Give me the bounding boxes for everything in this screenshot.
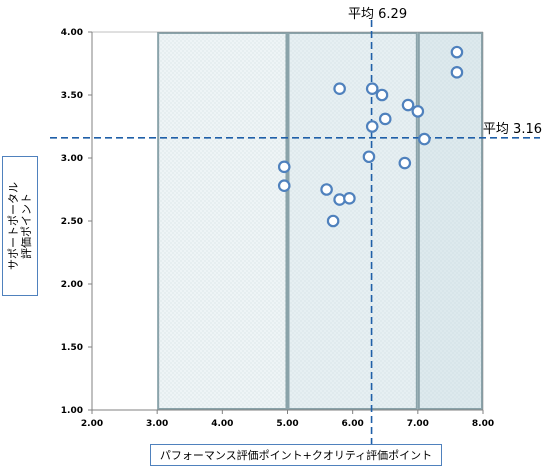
- band-texture-2: [287, 32, 418, 410]
- band-texture-3: [417, 32, 483, 410]
- y-tick-labels: 1.00 1.50 2.00 2.50 3.00 3.50 4.00: [61, 28, 92, 416]
- data-point: [375, 88, 389, 102]
- x-axis-label-box: パフォーマンス評価ポイント+クオリティ評価ポイント: [150, 444, 442, 466]
- data-point: [362, 150, 376, 164]
- shaded-bands: [157, 32, 484, 410]
- y-axis-label: サポートポータル 評価ポイント: [7, 182, 33, 270]
- data-point: [378, 112, 392, 126]
- data-point: [401, 98, 415, 112]
- data-point: [277, 179, 291, 193]
- data-point: [326, 214, 340, 228]
- y-tick-label: 4.00: [61, 28, 83, 38]
- data-point: [411, 105, 425, 118]
- y-tick-label: 3.00: [61, 154, 83, 164]
- data-point: [277, 160, 291, 174]
- data-points: [277, 45, 464, 228]
- data-point: [365, 120, 379, 133]
- data-point: [365, 82, 379, 95]
- band-border-2: [287, 32, 418, 410]
- x-tick-label: 7.00: [407, 419, 429, 429]
- x-axis-label: パフォーマンス評価ポイント+クオリティ評価ポイント: [159, 449, 433, 462]
- band-border-1: [157, 32, 288, 410]
- y-axis-label-box: サポートポータル 評価ポイント: [2, 156, 38, 296]
- data-point: [320, 183, 333, 196]
- y-tick-label: 1.50: [61, 343, 83, 353]
- x-tick-label: 3.00: [146, 419, 168, 429]
- y-mean-label: 平均 3.16: [483, 122, 542, 137]
- y-tick-label: 1.00: [61, 406, 83, 416]
- data-point: [343, 192, 356, 205]
- band-border-3: [417, 32, 484, 410]
- data-point: [333, 82, 346, 95]
- y-tick-label: 3.50: [61, 91, 83, 101]
- y-tick-label: 2.50: [61, 217, 83, 227]
- x-tick-label: 8.00: [472, 419, 494, 429]
- x-tick-label: 6.00: [342, 419, 364, 429]
- x-mean-label: 平均 6.29: [348, 7, 407, 22]
- x-tick-label: 2.00: [81, 419, 103, 429]
- x-tick-labels: 2.00 3.00 4.00 5.00 6.00 7.00 8.00: [81, 410, 494, 429]
- data-point: [398, 156, 412, 170]
- data-point: [418, 132, 431, 146]
- data-point: [450, 66, 464, 79]
- y-tick-label: 2.00: [61, 280, 83, 290]
- x-tick-label: 4.00: [211, 419, 233, 429]
- x-tick-label: 5.00: [276, 419, 298, 429]
- band-texture-1: [157, 32, 288, 410]
- data-point: [450, 45, 464, 59]
